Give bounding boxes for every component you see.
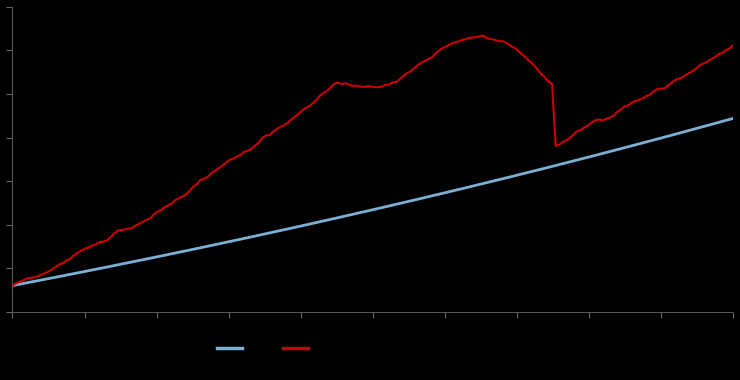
Legend: , : , [212, 337, 317, 360]
